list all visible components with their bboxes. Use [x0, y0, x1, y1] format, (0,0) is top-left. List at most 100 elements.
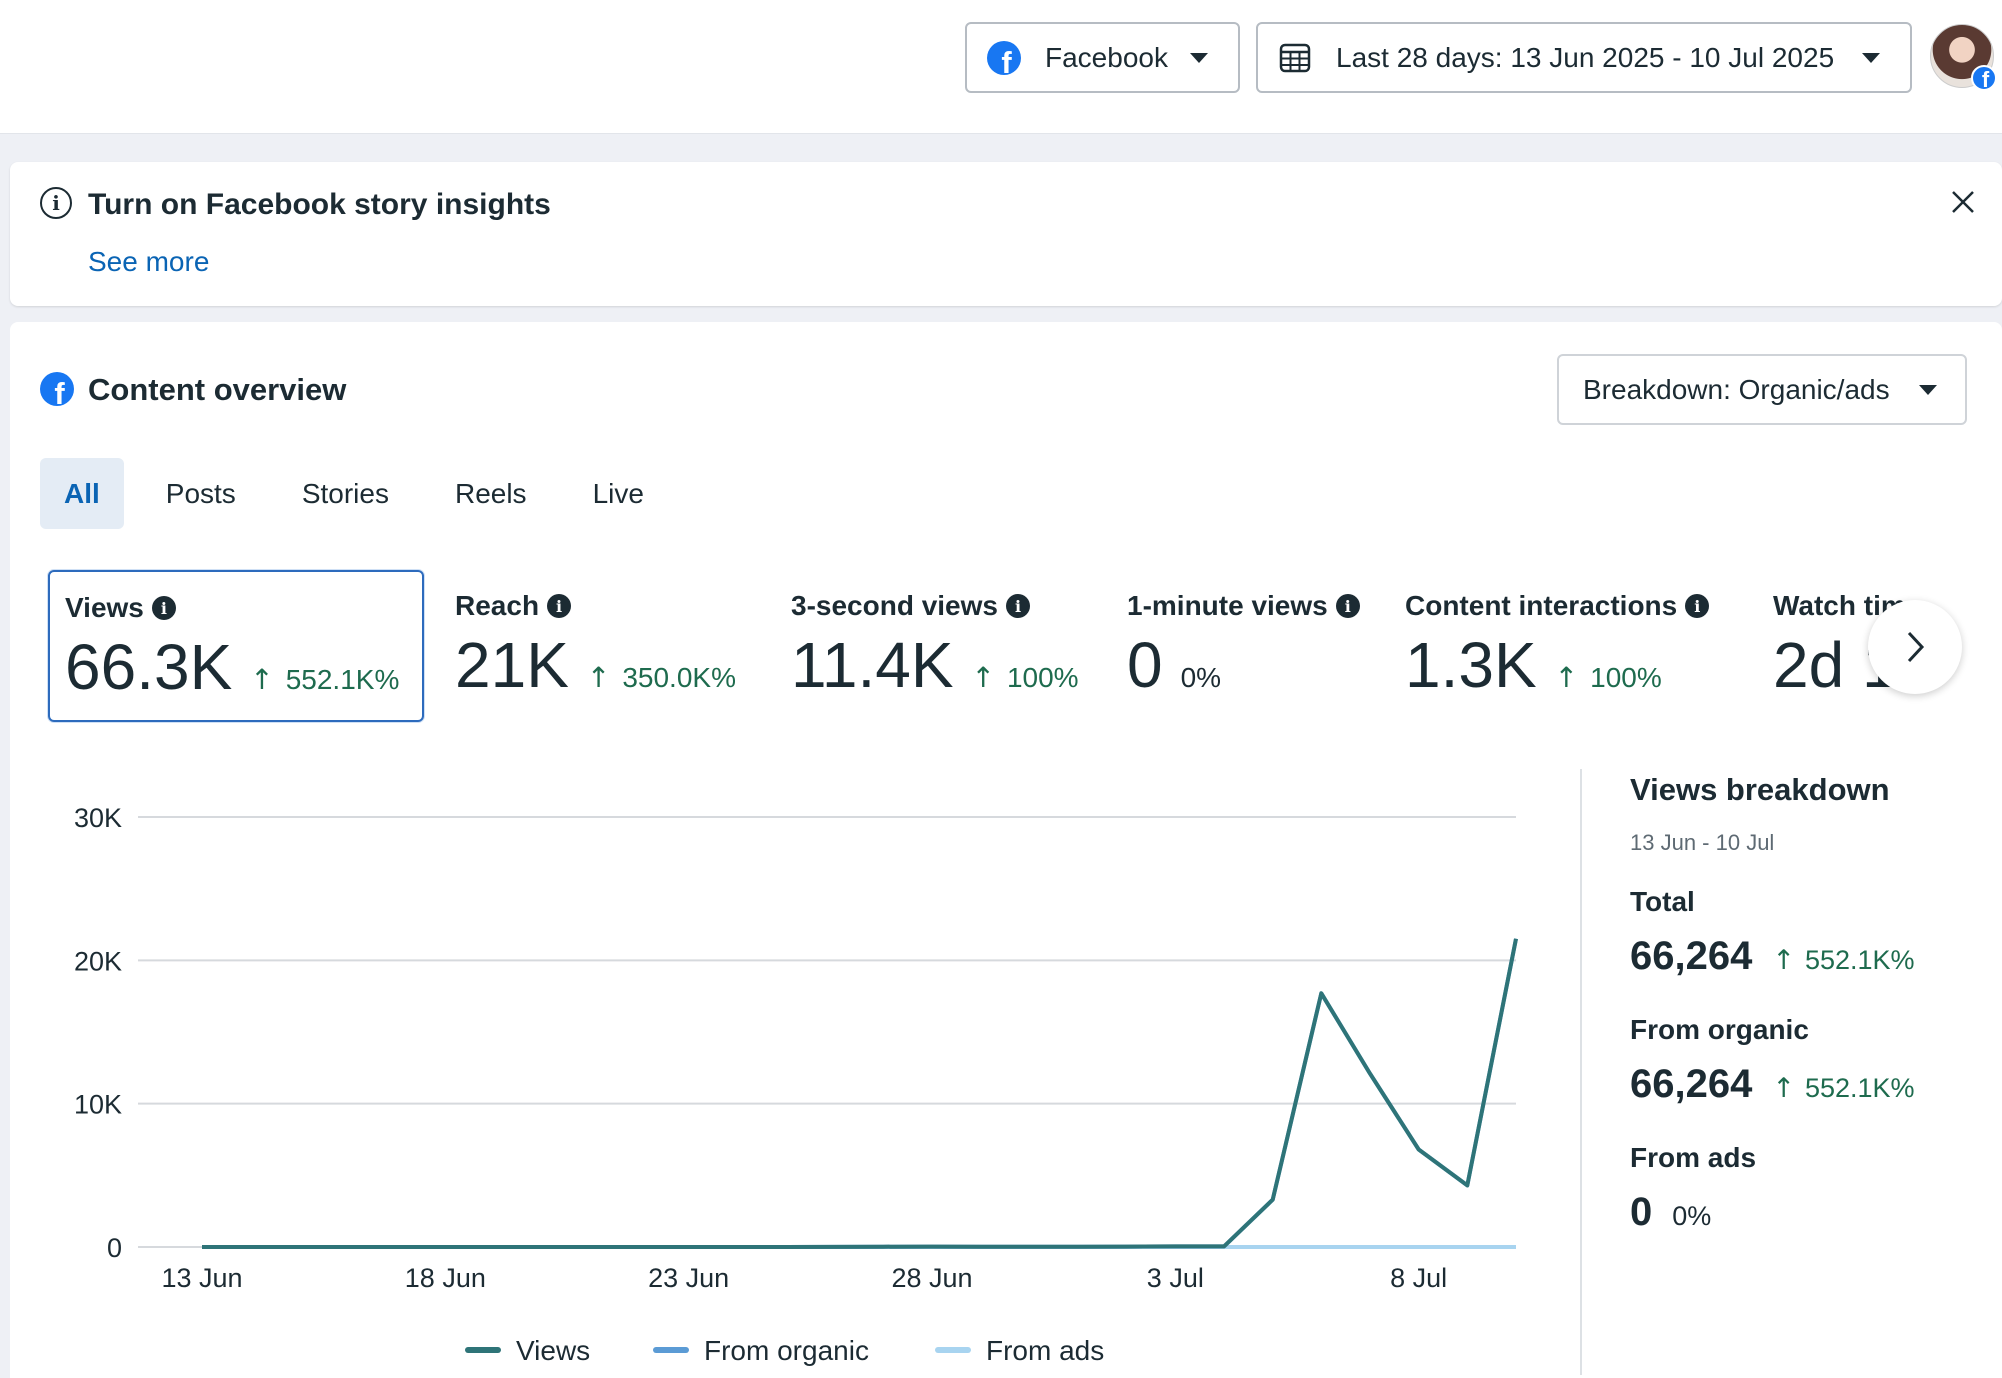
metric-change: 0% [1181, 662, 1221, 694]
x-tick-label: 13 Jun [161, 1263, 242, 1293]
info-icon[interactable]: i [151, 596, 176, 620]
metric-change: ↑ 552.1K% [250, 663, 399, 696]
metric-label: Views i [65, 592, 176, 624]
banner-title: Turn on Facebook story insights [88, 188, 551, 221]
metric-value-row: 1.3K ↑ 100% [1405, 628, 1662, 702]
avatar[interactable]: f [1930, 24, 1997, 91]
metric-change: ↑ 350.0K% [587, 661, 736, 694]
metric-views[interactable]: Views i 66.3K ↑ 552.1K% [48, 570, 424, 722]
total-value: 66,264 [1630, 934, 1753, 978]
metric-value: 11.4K [791, 629, 954, 701]
story-insights-banner: i Turn on Facebook story insights See mo… [10, 162, 2002, 306]
metric-change-text: 552.1K% [285, 664, 400, 695]
chevron-right-icon [1907, 631, 1925, 663]
metric-content-interactions[interactable]: Content interactions i 1.3K ↑ 100% [1390, 570, 1750, 722]
total-change-text: 552.1K% [1804, 945, 1915, 975]
series-line-organic [202, 938, 1518, 1249]
content-type-tabs: All Posts Stories Reels Live [40, 458, 686, 529]
y-tick-label: 30K [74, 803, 122, 833]
metric-change: ↑ 100% [1555, 661, 1662, 694]
platform-dropdown-label: Facebook [1045, 41, 1168, 73]
y-tick-label: 20K [74, 946, 122, 976]
metric-3-second-views[interactable]: 3-second views i 11.4K ↑ 100% [776, 570, 1096, 722]
metric-change-text: 0% [1180, 662, 1222, 693]
series-line-views [202, 938, 1518, 1249]
x-tick-label: 28 Jun [891, 1263, 972, 1293]
metric-value-row: 21K ↑ 350.0K% [455, 628, 736, 702]
metric-reach[interactable]: Reach i 21K ↑ 350.0K% [440, 570, 770, 722]
platform-dropdown[interactable]: f Facebook [965, 22, 1240, 93]
info-icon[interactable]: i [1685, 594, 1710, 618]
metric-value-row: 11.4K ↑ 100% [791, 628, 1079, 702]
metric-label: 1-minute views i [1127, 590, 1360, 622]
ads-label: From ads [1630, 1142, 1757, 1173]
metric-change: ↑ 100% [972, 661, 1079, 694]
total-change: ↑ 552.1K% [1772, 945, 1914, 976]
caret-down-icon [1190, 52, 1208, 63]
content-overview-card: f Content overview Breakdown: Organic/ad… [10, 322, 2002, 1378]
legend-label[interactable]: From organic [704, 1335, 869, 1366]
scroll-right-button[interactable] [1868, 600, 1962, 694]
arrow-up-icon: ↑ [1554, 661, 1579, 694]
tab-reels[interactable]: Reels [454, 477, 527, 509]
tab-stories[interactable]: Stories [301, 477, 389, 509]
tab-all[interactable]: All [40, 458, 124, 529]
arrow-up-icon: ↑ [586, 661, 611, 694]
ads-value: 0 [1630, 1190, 1653, 1234]
metric-label: Content interactions i [1405, 590, 1710, 622]
organic-change-text: 552.1K% [1804, 1073, 1915, 1103]
legend-label[interactable]: From ads [986, 1335, 1104, 1366]
arrow-up-icon: ↑ [1772, 1073, 1795, 1104]
info-icon[interactable]: i [547, 594, 572, 618]
ads-value-row: 0 0% [1630, 1190, 1711, 1235]
metric-change-text: 100% [1590, 662, 1662, 693]
metric-label-text: Content interactions [1405, 590, 1678, 621]
metric-value-row: 0 0% [1127, 628, 1221, 702]
metric-value: 0 [1127, 629, 1163, 701]
organic-value-row: 66,264 ↑ 552.1K% [1630, 1062, 1915, 1107]
caret-down-icon [1919, 384, 1937, 395]
metric-1-minute-views[interactable]: 1-minute views i 0 0% [1112, 570, 1392, 722]
metric-value-row: 66.3K ↑ 552.1K% [65, 630, 399, 704]
date-range-label: Last 28 days: 13 Jun 2025 - 10 Jul 2025 [1336, 41, 1835, 73]
metric-label-text: 3-second views [791, 590, 998, 621]
see-more-link[interactable]: See more [88, 246, 210, 277]
x-tick-label: 23 Jun [648, 1263, 729, 1293]
metric-label: 3-second views i [791, 590, 1030, 622]
organic-label: From organic [1630, 1014, 1809, 1045]
breakdown-dropdown[interactable]: Breakdown: Organic/ads [1557, 354, 1967, 425]
arrow-up-icon: ↑ [971, 661, 995, 694]
info-icon: i [40, 187, 72, 219]
x-tick-label: 18 Jun [405, 1263, 486, 1293]
y-tick-label: 10K [74, 1090, 122, 1120]
top-bar: f Facebook Last 28 days: 13 Jun 2025 - 1… [0, 0, 2002, 134]
divider [1580, 769, 1582, 1375]
breakdown-title: Views breakdown [1630, 772, 1890, 807]
metric-change-text: 350.0K% [622, 662, 736, 693]
views-line-chart: 0 10K 20K 30K 13 Jun 18 Jun 23 Jun 28 Jun 3 Jul 8… [74, 803, 1518, 1366]
metric-label-text: Views [65, 592, 144, 623]
tab-posts[interactable]: Posts [165, 477, 236, 509]
info-icon[interactable]: i [1005, 594, 1030, 618]
views-chart: 0 10K 20K 30K 13 Jun 18 Jun 23 Jun 28 Jun 3 Jul 8… [10, 762, 1570, 1378]
caret-down-icon [1862, 52, 1880, 63]
ads-change: 0% [1672, 1201, 1712, 1231]
metric-value: 1.3K [1405, 629, 1537, 701]
legend-label[interactable]: Views [516, 1335, 590, 1366]
organic-change: ↑ 552.1K% [1772, 1073, 1914, 1104]
total-value-row: 66,264 ↑ 552.1K% [1630, 934, 1915, 979]
section-title: Content overview [88, 372, 347, 407]
close-icon[interactable] [1945, 184, 1981, 220]
metric-value: 66.3K [65, 631, 233, 703]
date-range-dropdown[interactable]: Last 28 days: 13 Jun 2025 - 10 Jul 2025 [1256, 22, 1912, 93]
info-icon[interactable]: i [1335, 594, 1360, 618]
metric-label: Reach i [455, 590, 572, 622]
x-tick-label: 3 Jul [1147, 1263, 1204, 1293]
metric-value: 21K [455, 629, 569, 701]
tab-live[interactable]: Live [592, 477, 644, 509]
facebook-badge-icon: f [1971, 65, 1997, 91]
breakdown-subtitle: 13 Jun - 10 Jul [1630, 830, 1775, 855]
metric-label-text: Reach [455, 590, 540, 621]
arrow-up-icon: ↑ [250, 663, 274, 696]
facebook-icon: f [987, 40, 1021, 75]
